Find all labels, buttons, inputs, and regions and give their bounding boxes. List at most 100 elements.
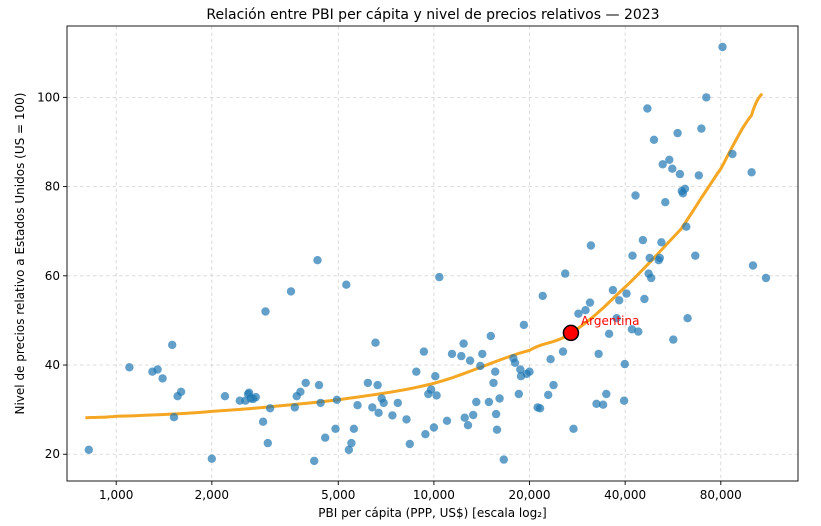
scatter-point	[251, 392, 260, 402]
scatter-point	[402, 415, 411, 424]
scatter-point	[525, 367, 534, 376]
scatter-point	[379, 398, 388, 408]
scatter-point	[261, 307, 270, 316]
scatter-point	[342, 280, 351, 289]
scatter-point	[465, 356, 475, 365]
scatter-point	[374, 408, 383, 417]
scatter-point	[125, 363, 134, 372]
scatter-point	[153, 365, 162, 374]
scatter-point	[491, 367, 500, 376]
scatter-point	[207, 454, 216, 463]
scatter-point	[349, 424, 359, 433]
scatter-point	[634, 327, 643, 336]
scatter-point	[419, 347, 429, 356]
scatter-point	[561, 269, 570, 278]
scatter-point	[691, 251, 700, 260]
scatter-point	[368, 403, 377, 412]
ticks-layer: 1,000 2,000 5,000 10,000 20,000 40,000 80,000 2…	[37, 90, 742, 502]
scatter-point	[608, 285, 618, 295]
scatter-point	[484, 397, 494, 407]
scatter-point	[669, 335, 678, 344]
scatter-point	[612, 314, 621, 323]
scatter-point	[602, 389, 611, 399]
scatter-point	[638, 235, 648, 245]
scatter-point	[495, 394, 504, 403]
scatter-point	[286, 287, 296, 296]
scatter-point	[628, 251, 637, 260]
scatter-point	[665, 155, 674, 164]
scatter-point	[510, 358, 520, 367]
scatter-point	[747, 168, 756, 177]
fit-curve	[85, 92, 764, 420]
x-tick-label: 2,000	[195, 488, 229, 502]
scatter-point	[645, 253, 654, 263]
scatter-point	[627, 325, 637, 334]
scatter-point	[657, 238, 666, 247]
scatter-point	[761, 273, 771, 283]
scatter-point	[569, 424, 578, 433]
scatter-point	[489, 378, 498, 388]
x-tick-label: 40,000	[604, 488, 646, 502]
scatter-point	[176, 387, 186, 396]
scatter-point	[457, 351, 466, 361]
x-tick-label: 10,000	[413, 488, 455, 502]
scatter-point	[620, 359, 629, 369]
scatter-point	[492, 425, 502, 434]
scatter-point	[258, 417, 268, 426]
scatter-point	[478, 349, 487, 359]
x-tick-label: 20,000	[509, 488, 551, 502]
scatter-point	[592, 399, 601, 408]
highlight-point	[562, 324, 580, 342]
scatter-point	[220, 392, 230, 401]
scatter-point	[673, 128, 682, 138]
scatter-point	[344, 445, 354, 454]
x-tick-label: 5,000	[321, 488, 355, 502]
scatter-point	[431, 372, 440, 381]
scatter-point	[538, 291, 547, 301]
scatter-point	[442, 416, 452, 425]
scatter-point	[558, 347, 568, 356]
scatter-point	[405, 439, 414, 449]
scatter-point	[598, 400, 608, 409]
scatter-point	[412, 367, 421, 376]
y-axis-label: Nivel de precios relativo a Estados Unid…	[13, 93, 27, 415]
scatter-point	[265, 404, 275, 413]
scatter-point	[313, 256, 322, 265]
scatter-point	[728, 149, 737, 159]
scatter-point	[668, 164, 677, 173]
scatter-point	[447, 349, 457, 359]
scatter-point	[658, 160, 667, 169]
scatter-point	[675, 169, 685, 179]
scatter-point	[421, 430, 430, 439]
scatter-point	[574, 309, 583, 318]
y-tick-label: 40	[45, 358, 60, 372]
scatter-point	[519, 320, 529, 330]
scatter-point	[393, 398, 402, 408]
points-layer	[84, 42, 771, 466]
scatter-point	[622, 289, 631, 298]
scatter-point	[310, 456, 319, 466]
scatter-point	[649, 135, 659, 144]
grid-layer	[67, 26, 798, 481]
scatter-point	[486, 331, 495, 341]
scatter-point	[388, 411, 397, 420]
y-tick-label: 20	[45, 447, 60, 461]
scatter-point	[544, 390, 553, 400]
highlight-label: Argentina	[581, 314, 640, 328]
chart-title: Relación entre PBI per cápita y nivel de…	[206, 7, 659, 23]
scatter-point	[314, 380, 324, 390]
scatter-point	[472, 397, 481, 407]
scatter-point	[604, 329, 614, 338]
scatter-point	[640, 294, 649, 304]
scatter-point	[586, 241, 596, 250]
scatter-point	[585, 298, 595, 307]
scatter-point	[581, 306, 590, 315]
scatter-point	[169, 413, 179, 422]
x-axis-label: PBI per cápita (PPP, US$) [escala log₂]	[318, 506, 546, 520]
scatter-point	[460, 413, 469, 422]
scatter-point	[373, 380, 382, 390]
scatter-point	[535, 404, 545, 413]
scatter-point	[748, 261, 758, 270]
scatter-point	[469, 410, 478, 420]
